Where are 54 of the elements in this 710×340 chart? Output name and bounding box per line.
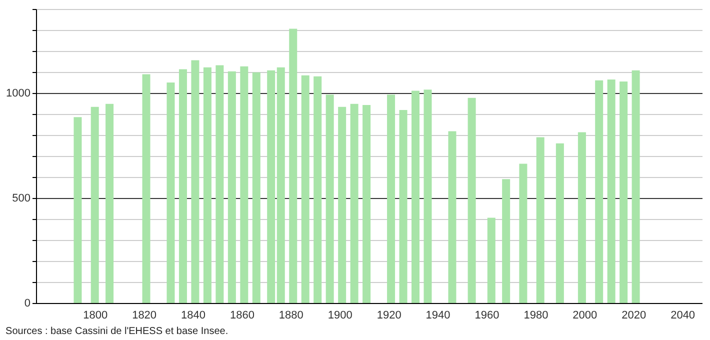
bar (536, 137, 544, 303)
bar (166, 82, 175, 303)
x-tick-label: 2040 (670, 310, 696, 322)
x-tick-label: 1860 (230, 310, 254, 322)
bar (412, 90, 420, 303)
bar (90, 106, 99, 303)
bar (424, 90, 432, 303)
bar (362, 104, 371, 303)
bar (578, 132, 586, 303)
x-tick-label: 1920 (376, 310, 402, 322)
x-tick-label: 1900 (328, 310, 352, 322)
bar (74, 117, 82, 303)
bar (502, 179, 510, 303)
bar (350, 104, 358, 303)
bar (338, 106, 346, 303)
x-tick-label: 1960 (474, 310, 500, 322)
y-tick-label: 0 (24, 298, 30, 310)
bar (228, 71, 236, 303)
bar (632, 70, 640, 303)
bar (106, 104, 114, 303)
bar (607, 80, 616, 303)
x-tick-label: 2000 (572, 310, 598, 322)
bar (399, 110, 408, 303)
bar (252, 72, 260, 303)
x-tick-label: 1800 (83, 310, 108, 322)
x-tick-label: 2020 (622, 310, 646, 322)
y-tick-label: 1000 (6, 88, 30, 100)
x-tick-label: 1840 (181, 310, 206, 322)
bar (240, 66, 248, 303)
bar (595, 80, 604, 303)
bar (289, 28, 298, 303)
bar (178, 69, 187, 303)
bar (203, 67, 212, 303)
bar (142, 74, 150, 303)
bar (267, 70, 276, 303)
bar (448, 131, 456, 303)
x-tick-label: 1820 (132, 310, 157, 322)
bar (556, 143, 564, 303)
bar (276, 67, 285, 303)
x-tick-label: 1980 (524, 310, 548, 322)
bar (326, 94, 334, 303)
x-tick-label: 1940 (426, 310, 450, 322)
bar (191, 60, 200, 303)
bar (519, 164, 528, 303)
source-note: Sources : base Cassini de l'EHESS et base Insee. (6, 326, 228, 337)
x-tick-label: 1880 (278, 310, 304, 322)
bar (468, 98, 476, 303)
bar (620, 81, 628, 303)
bar (487, 218, 496, 303)
bar (216, 65, 224, 303)
y-tick-label: 500 (12, 192, 30, 204)
bar (314, 76, 322, 303)
bar (387, 94, 396, 303)
bar (301, 75, 310, 303)
